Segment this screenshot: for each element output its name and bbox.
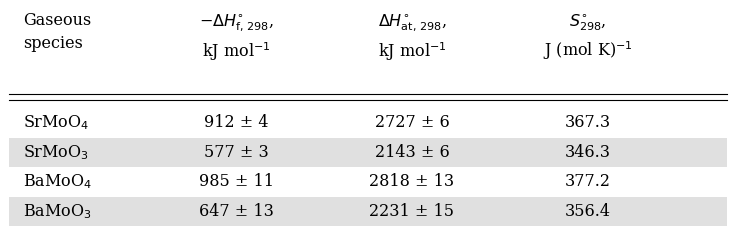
Text: 356.4: 356.4 [565, 203, 611, 220]
Text: 912 ± 4: 912 ± 4 [204, 114, 268, 131]
Text: 346.3: 346.3 [565, 144, 611, 161]
Text: 2143 ± 6: 2143 ± 6 [375, 144, 450, 161]
Text: 577 ± 3: 577 ± 3 [204, 144, 269, 161]
Text: Gaseous
species: Gaseous species [24, 12, 92, 52]
Text: 2231 ± 15: 2231 ± 15 [369, 203, 455, 220]
Text: SrMoO$_3$: SrMoO$_3$ [24, 143, 89, 162]
Text: 377.2: 377.2 [565, 173, 611, 190]
FancyBboxPatch shape [9, 197, 727, 226]
Text: BaMoO$_4$: BaMoO$_4$ [24, 173, 93, 191]
FancyBboxPatch shape [9, 138, 727, 167]
Text: 647 ± 13: 647 ± 13 [199, 203, 274, 220]
Text: $-\Delta H^{\circ}_{\mathrm{f},\,298}$,
kJ mol$^{-1}$: $-\Delta H^{\circ}_{\mathrm{f},\,298}$, … [199, 12, 274, 63]
Text: 2818 ± 13: 2818 ± 13 [369, 173, 455, 190]
Text: 985 ± 11: 985 ± 11 [199, 173, 274, 190]
Text: $S^{\circ}_{298}$,
J (mol K)$^{-1}$: $S^{\circ}_{298}$, J (mol K)$^{-1}$ [543, 12, 633, 62]
FancyBboxPatch shape [9, 108, 727, 138]
Text: 367.3: 367.3 [565, 114, 611, 131]
Text: $\Delta H^{\circ}_{\mathrm{at},\,298}$,
kJ mol$^{-1}$: $\Delta H^{\circ}_{\mathrm{at},\,298}$, … [378, 12, 447, 63]
Text: BaMoO$_3$: BaMoO$_3$ [24, 202, 92, 221]
Text: 2727 ± 6: 2727 ± 6 [375, 114, 450, 131]
Text: SrMoO$_4$: SrMoO$_4$ [24, 114, 90, 132]
FancyBboxPatch shape [9, 167, 727, 197]
